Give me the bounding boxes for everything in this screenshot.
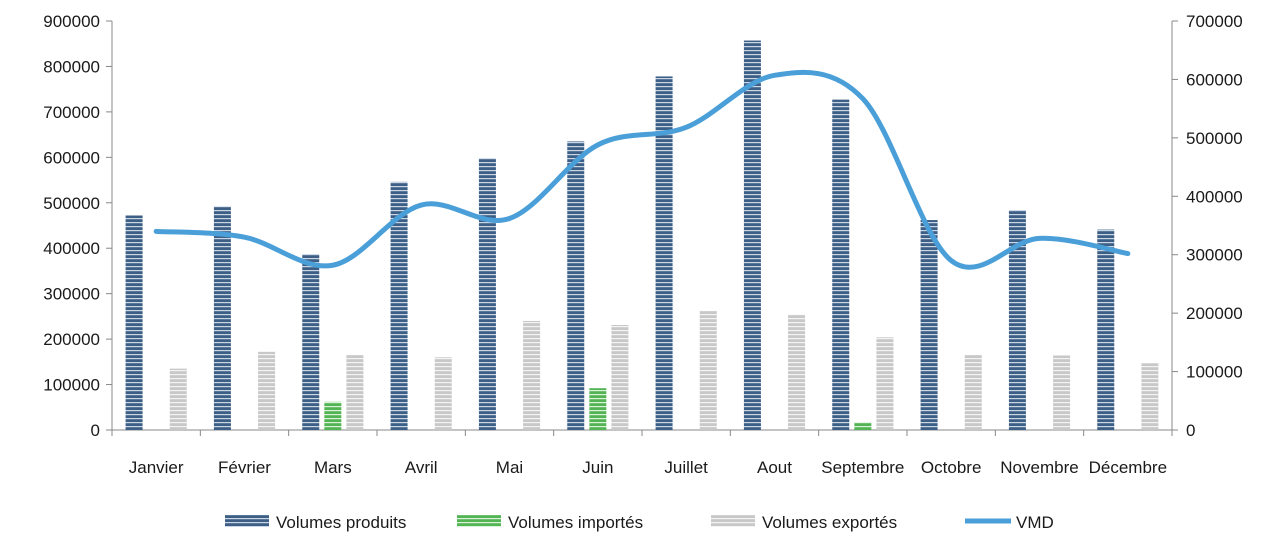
bar-volumes-produits (302, 254, 320, 430)
bar-volumes-importes (854, 422, 872, 430)
legend-label: Volumes exportés (762, 513, 897, 532)
legend-label: VMD (1016, 513, 1054, 532)
bar-volumes-exportes (1141, 363, 1159, 430)
x-tick-label: Décembre (1089, 458, 1167, 477)
bar-volumes-produits (478, 158, 496, 430)
left-tick-label: 500000 (43, 194, 100, 213)
bar-volumes-produits (390, 181, 408, 430)
x-tick-label: Aout (757, 458, 792, 477)
right-tick-label: 500000 (1186, 129, 1243, 148)
right-tick-label: 700000 (1186, 12, 1243, 31)
bar-volumes-exportes (169, 368, 187, 430)
bar-volumes-produits (832, 99, 850, 430)
bar-volumes-produits (1008, 210, 1026, 430)
legend-swatch-produits (225, 515, 269, 527)
bar-volumes-exportes (258, 351, 276, 430)
bar-volumes-exportes (611, 325, 629, 430)
x-tick-label: Mars (314, 458, 352, 477)
vmd-line (153, 69, 1131, 270)
x-tick-label: Mai (496, 458, 523, 477)
x-tick-label: Juillet (664, 458, 708, 477)
bar-volumes-produits (567, 141, 585, 430)
right-tick-label: 0 (1186, 421, 1195, 440)
bar-volumes-exportes (346, 355, 364, 430)
right-tick-label: 200000 (1186, 304, 1243, 323)
left-tick-label: 800000 (43, 57, 100, 76)
bar-volumes-exportes (434, 357, 452, 430)
legend-swatch-importes (457, 515, 501, 527)
legend-label: Volumes produits (276, 513, 406, 532)
right-tick-label: 600000 (1186, 70, 1243, 89)
legend: Volumes produits Volumes importés Volumes … (225, 513, 1054, 532)
bar-volumes-exportes (788, 314, 806, 430)
left-tick-label: 0 (91, 421, 100, 440)
bar-volumes-exportes (1053, 355, 1071, 430)
bar-volumes-produits (743, 40, 761, 431)
right-tick-label: 100000 (1186, 363, 1243, 382)
bar-volumes-produits (1097, 229, 1115, 430)
left-tick-label: 900000 (43, 12, 100, 31)
x-tick-label: Février (218, 458, 271, 477)
bar-volumes-exportes (523, 320, 541, 430)
left-tick-label: 300000 (43, 285, 100, 304)
right-tick-label: 300000 (1186, 246, 1243, 265)
x-tick-label: Novembre (1000, 458, 1078, 477)
bar-volumes-produits (920, 220, 938, 430)
bar-volumes-exportes (964, 355, 982, 430)
bar-volumes-exportes (876, 337, 894, 430)
legend-swatch-exportes (711, 515, 755, 527)
left-tick-label: 200000 (43, 330, 100, 349)
bar-volumes-importes (324, 401, 342, 430)
x-tick-label: Octobre (921, 458, 981, 477)
x-tick-label: Septembre (821, 458, 904, 477)
bar-volumes-produits (213, 206, 231, 430)
bar-volumes-importes (589, 388, 607, 430)
right-tick-label: 400000 (1186, 187, 1243, 206)
line-layer (153, 69, 1131, 270)
legend-label: Volumes importés (508, 513, 643, 532)
bar-volumes-produits (125, 215, 143, 430)
left-tick-label: 100000 (43, 376, 100, 395)
bars-layer (125, 40, 1159, 431)
left-tick-label: 700000 (43, 103, 100, 122)
bar-volumes-exportes (699, 310, 717, 430)
left-tick-label: 400000 (43, 239, 100, 258)
x-tick-label: Juin (582, 458, 613, 477)
x-tick-label: Janvier (129, 458, 184, 477)
x-tick-label: Avril (405, 458, 438, 477)
bar-volumes-produits (655, 76, 673, 430)
axes-layer: 0 100000 200000 300000 400000 500000 600000 700… (43, 12, 1242, 477)
left-tick-label: 600000 (43, 148, 100, 167)
